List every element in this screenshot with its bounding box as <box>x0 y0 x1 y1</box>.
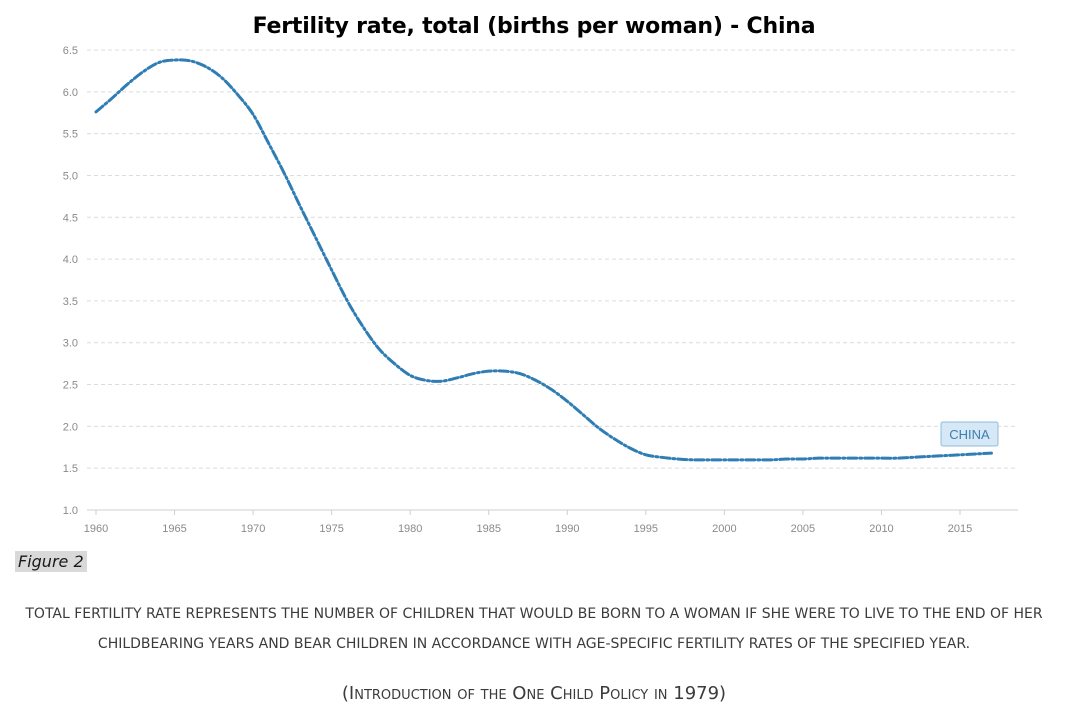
data-point <box>943 454 946 457</box>
data-point <box>95 110 98 113</box>
y-tick-label: 6.5 <box>63 45 78 57</box>
y-tick-label: 6.0 <box>63 87 78 99</box>
chart-title: Fertility rate, total (births per woman)… <box>252 14 816 39</box>
data-point <box>644 453 647 456</box>
y-tick-label: 3.0 <box>63 338 78 350</box>
data-point <box>346 299 349 302</box>
x-tick-label: 2015 <box>948 523 972 535</box>
data-point <box>189 59 192 62</box>
data-point <box>833 457 836 460</box>
data-point <box>157 61 160 64</box>
y-tick-label: 4.0 <box>63 254 78 266</box>
data-point <box>691 458 694 461</box>
data-point <box>896 457 899 460</box>
y-tick-label: 5.0 <box>63 170 78 182</box>
data-point <box>393 362 396 365</box>
data-point <box>629 447 632 450</box>
x-tick-label: 1965 <box>162 523 186 535</box>
data-point <box>314 237 317 240</box>
line-chart: 1.0 1.5 2.0 2.5 3.0 3.5 4.0 4.5 5.0 5.5 6.0 6.5 1960… <box>63 45 1018 535</box>
data-point <box>801 457 804 460</box>
data-point <box>377 347 380 350</box>
figure-label: Figure 2 <box>15 551 87 572</box>
caption-line-1: TOTAL FERTILITY RATE REPRESENTS THE NUMB… <box>25 606 1043 622</box>
series-line-china <box>94 58 993 462</box>
data-point <box>126 83 129 86</box>
y-tick-label: 2.0 <box>63 421 78 433</box>
data-point <box>817 457 820 460</box>
data-point <box>283 172 286 175</box>
x-tick-label: 2010 <box>869 523 893 535</box>
data-point <box>974 452 977 455</box>
data-point <box>581 413 584 416</box>
y-tick-label: 2.5 <box>63 380 78 392</box>
data-point <box>676 457 679 460</box>
data-point <box>424 379 427 382</box>
data-point <box>786 457 789 460</box>
series-labels: CHINA <box>940 421 999 447</box>
data-point <box>456 376 459 379</box>
data-point <box>173 59 176 62</box>
data-point <box>959 453 962 456</box>
data-point <box>550 388 553 391</box>
caption-line-2: CHILDBEARING YEARS AND BEAR CHILDREN IN … <box>97 636 971 652</box>
data-point <box>440 380 443 383</box>
series-layer <box>94 58 993 462</box>
data-point <box>236 93 239 96</box>
data-point <box>990 452 993 455</box>
data-point <box>534 379 537 382</box>
x-tick-label: 2000 <box>712 523 736 535</box>
data-point <box>472 372 475 375</box>
data-point <box>519 372 522 375</box>
x-tick-label: 1990 <box>555 523 579 535</box>
data-point <box>503 370 506 373</box>
data-point <box>110 97 113 100</box>
data-point <box>707 458 710 461</box>
x-tick-label: 1995 <box>634 523 658 535</box>
axes <box>87 509 1018 515</box>
data-point <box>754 458 757 461</box>
data-point <box>613 437 616 440</box>
y-tick-label: 4.5 <box>63 212 78 224</box>
data-point <box>880 457 883 460</box>
y-tick-label: 5.5 <box>63 129 78 141</box>
data-point <box>267 142 270 145</box>
data-point <box>927 455 930 458</box>
y-tick-label: 3.5 <box>63 296 78 308</box>
data-point <box>660 456 663 459</box>
footnote: (Introduction of the One Child Policy in… <box>341 683 727 704</box>
x-tick-label: 1985 <box>476 523 500 535</box>
x-tick-label: 2005 <box>791 523 815 535</box>
series-label-box <box>940 421 999 447</box>
data-point <box>911 456 914 459</box>
data-point <box>252 113 255 116</box>
data-point <box>362 325 365 328</box>
data-point <box>597 427 600 430</box>
data-point <box>220 76 223 79</box>
data-point <box>142 70 145 73</box>
data-point <box>566 400 569 403</box>
data-point <box>299 205 302 208</box>
data-point <box>770 458 773 461</box>
tick-labels: 1.0 1.5 2.0 2.5 3.0 3.5 4.0 4.5 5.0 5.5 6.0 6.5 1960… <box>63 45 973 535</box>
data-point <box>330 268 333 271</box>
data-point <box>204 65 207 68</box>
data-point <box>739 458 742 461</box>
data-point <box>723 458 726 461</box>
grid-lines <box>87 49 1018 469</box>
data-point <box>849 457 852 460</box>
y-tick-label: 1.0 <box>63 505 78 517</box>
data-point <box>487 370 490 373</box>
data-point <box>864 457 867 460</box>
x-tick-label: 1960 <box>84 523 108 535</box>
y-tick-label: 1.5 <box>63 463 78 475</box>
x-tick-label: 1975 <box>319 523 343 535</box>
x-tick-label: 1980 <box>398 523 422 535</box>
x-tick-label: 1970 <box>241 523 265 535</box>
series-label-china: CHINA <box>949 427 990 442</box>
data-point <box>409 374 412 377</box>
